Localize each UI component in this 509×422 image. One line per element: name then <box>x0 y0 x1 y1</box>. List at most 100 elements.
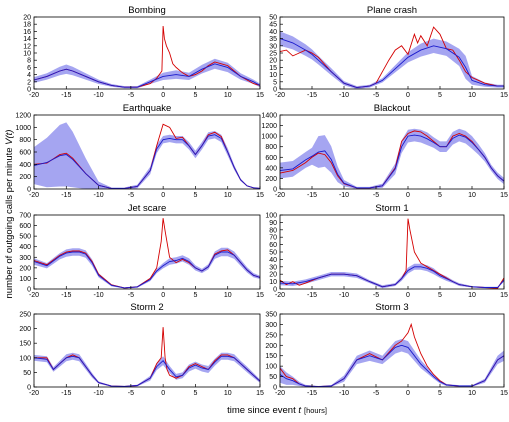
x-tick-label: -20 <box>29 192 39 199</box>
event-series-line <box>34 327 261 387</box>
y-tick-label: 20 <box>269 58 277 65</box>
x-tick-label: 5 <box>438 292 442 299</box>
baseline-band <box>280 128 504 189</box>
plot-frame <box>279 313 505 388</box>
x-tick-label: 10 <box>468 292 476 299</box>
x-tick-label: 10 <box>468 390 476 397</box>
y-tick-label: 100 <box>19 276 31 283</box>
y-tick-label: 100 <box>265 213 277 220</box>
baseline-series-line <box>279 134 505 189</box>
y-tick-label: 40 <box>269 257 277 264</box>
panel-title: Bombing <box>128 5 166 16</box>
y-tick-label: 1200 <box>261 123 277 130</box>
x-tick-label: -15 <box>307 192 317 199</box>
x-tick-label: -15 <box>61 390 71 397</box>
panel-title: Jet scare <box>128 203 167 214</box>
x-tick-label: 10 <box>224 92 232 99</box>
x-tick-label: 5 <box>193 192 197 199</box>
x-tick-label: -20 <box>275 390 285 397</box>
x-tick-label: 15 <box>500 390 508 397</box>
x-tick-label: -15 <box>61 92 71 99</box>
baseline-band <box>280 263 504 289</box>
y-tick-label: 14 <box>23 36 31 43</box>
y-tick-label: 8 <box>27 58 31 65</box>
x-tick-label: 5 <box>438 192 442 199</box>
x-tick-label: 0 <box>161 192 165 199</box>
y-tick-label: 300 <box>265 322 277 329</box>
baseline-series-line <box>33 63 261 88</box>
plot-frame <box>33 313 261 388</box>
y-tick-label: 20 <box>269 272 277 279</box>
y-tick-label: 10 <box>23 51 31 58</box>
x-tick-label: -10 <box>339 292 349 299</box>
y-tick-label: 50 <box>269 374 277 381</box>
y-axis-label: number of outgoing calls per minute V(t) <box>4 130 15 299</box>
x-tick-label: 5 <box>438 390 442 397</box>
y-tick-label: 0 <box>273 187 277 194</box>
y-tick-label: 50 <box>23 370 31 377</box>
y-tick-label: 800 <box>19 137 31 144</box>
x-tick-label: -15 <box>61 292 71 299</box>
y-tick-label: 5 <box>273 79 277 86</box>
y-tick-label: 25 <box>269 51 277 58</box>
x-tick-label: -5 <box>373 92 379 99</box>
event-series-line <box>279 130 505 189</box>
y-tick-label: 50 <box>269 15 277 22</box>
x-tick-label: -5 <box>128 192 134 199</box>
baseline-series-line <box>279 344 505 388</box>
x-tick-label: -15 <box>61 192 71 199</box>
y-tick-label: 1200 <box>15 113 31 120</box>
x-tick-label: 10 <box>224 292 232 299</box>
x-tick-label: 15 <box>256 390 264 397</box>
y-tick-label: 80 <box>269 227 277 234</box>
x-tick-label: 10 <box>468 92 476 99</box>
y-tick-label: 1000 <box>261 134 277 141</box>
plot-frame <box>33 214 261 290</box>
y-tick-label: 400 <box>265 165 277 172</box>
y-tick-label: 60 <box>269 242 277 249</box>
x-tick-label: -5 <box>373 292 379 299</box>
y-tick-label: 400 <box>19 162 31 169</box>
x-tick-label: -20 <box>275 192 285 199</box>
x-tick-label: -20 <box>275 292 285 299</box>
panel-title: Plane crash <box>367 5 417 16</box>
panel: -20 -15 -10 -5 0 5 10 15 0 200 400 600 800 1000 1200 Ea… <box>15 103 264 199</box>
x-tick-label: -15 <box>307 292 317 299</box>
panel: -20 -15 -10 -5 0 5 10 15 0 100 200 300 400 500 600 700 J… <box>19 203 264 299</box>
y-tick-label: 200 <box>19 174 31 181</box>
event-series-line <box>33 218 261 289</box>
y-tick-label: 100 <box>19 355 31 362</box>
baseline-band <box>34 247 260 289</box>
x-tick-label: 5 <box>438 92 442 99</box>
x-tick-label: 10 <box>224 192 232 199</box>
y-tick-label: 10 <box>269 72 277 79</box>
baseline-series-line <box>33 134 261 189</box>
x-tick-label: -20 <box>29 390 39 397</box>
y-tick-label: 90 <box>269 220 277 227</box>
x-tick-label: -5 <box>128 292 134 299</box>
y-tick-label: 50 <box>269 250 277 257</box>
y-tick-label: 300 <box>19 255 31 262</box>
x-tick-label: -5 <box>128 92 134 99</box>
panel-title: Storm 1 <box>375 203 408 214</box>
x-tick-label: -10 <box>94 92 104 99</box>
y-tick-label: 70 <box>269 235 277 242</box>
x-tick-label: 15 <box>256 192 264 199</box>
baseline-band <box>280 31 504 89</box>
y-tick-label: 200 <box>19 265 31 272</box>
y-tick-label: 16 <box>23 29 31 36</box>
y-tick-label: 600 <box>19 150 31 157</box>
y-tick-label: 700 <box>19 213 31 220</box>
y-tick-label: 200 <box>19 326 31 333</box>
y-tick-label: 0 <box>27 287 31 294</box>
x-tick-label: -15 <box>307 92 317 99</box>
y-tick-label: 2 <box>27 79 31 86</box>
y-tick-label: 350 <box>265 312 277 319</box>
y-tick-label: 250 <box>19 312 31 319</box>
y-tick-label: 0 <box>27 385 31 392</box>
y-tick-label: 20 <box>23 15 31 22</box>
plot-frame <box>279 114 505 190</box>
y-tick-label: 100 <box>265 364 277 371</box>
y-tick-label: 30 <box>269 264 277 271</box>
